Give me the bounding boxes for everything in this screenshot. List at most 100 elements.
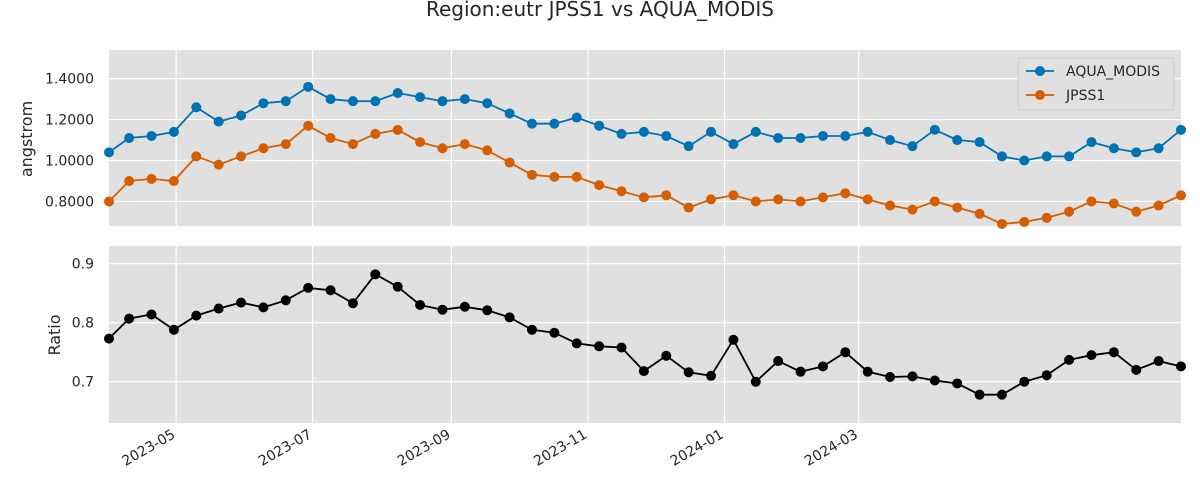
top-data-point <box>817 130 828 141</box>
top-data-point <box>437 143 448 154</box>
legend-label-1: JPSS1 <box>1065 88 1105 104</box>
top-data-point <box>370 128 381 139</box>
bottom-data-point <box>213 303 224 314</box>
top-data-point <box>347 96 358 107</box>
top-data-point <box>862 126 873 137</box>
bottom-data-point <box>638 366 649 377</box>
bottom-data-point <box>795 366 806 377</box>
bottom-ytick-label: 0.7 <box>72 375 94 391</box>
top-data-point <box>773 194 784 205</box>
top-data-point <box>191 151 202 162</box>
top-data-point <box>638 126 649 137</box>
bottom-data-point <box>885 371 896 382</box>
bottom-data-point <box>146 309 157 320</box>
top-data-point <box>280 96 291 107</box>
top-data-point <box>885 135 896 146</box>
bottom-data-point <box>1019 376 1030 387</box>
top-data-point <box>750 196 761 207</box>
top-data-point <box>258 98 269 109</box>
top-data-point <box>504 108 515 119</box>
top-data-point <box>661 190 672 201</box>
top-data-point <box>1019 216 1030 227</box>
top-data-point <box>370 96 381 107</box>
bottom-data-point <box>952 378 963 389</box>
xtick-label: 2024-03 <box>802 427 861 470</box>
bottom-data-point <box>683 367 694 378</box>
top-data-point <box>1176 190 1186 201</box>
bottom-data-point <box>370 269 381 280</box>
top-data-point <box>104 147 114 158</box>
bottom-data-point <box>303 282 314 293</box>
top-data-point <box>1019 155 1030 166</box>
top-panel <box>104 50 1186 229</box>
top-data-point <box>124 175 135 186</box>
top-data-point <box>459 94 470 105</box>
top-data-point <box>526 118 537 129</box>
top-data-point <box>482 145 493 156</box>
xtick-label: 2023-07 <box>256 427 315 470</box>
top-data-point <box>526 169 537 180</box>
top-data-point <box>952 135 963 146</box>
top-data-point <box>728 190 739 201</box>
bottom-data-point <box>347 298 358 309</box>
top-ytick-label: 1.2000 <box>45 113 94 129</box>
top-data-point <box>661 130 672 141</box>
top-data-point <box>1041 151 1052 162</box>
top-data-point <box>594 120 605 131</box>
bottom-data-point <box>168 324 179 335</box>
top-ylabel: angstrom <box>17 101 36 177</box>
top-data-point <box>840 130 851 141</box>
top-data-point <box>236 110 247 121</box>
top-data-point <box>907 204 918 215</box>
bottom-data-point <box>325 285 336 296</box>
top-data-point <box>952 202 963 213</box>
top-data-point <box>549 171 560 182</box>
top-data-point <box>929 196 940 207</box>
bottom-data-point <box>616 342 627 353</box>
top-data-point <box>996 218 1007 229</box>
top-data-point <box>728 139 739 150</box>
top-data-point <box>1176 124 1186 135</box>
top-data-point <box>683 141 694 152</box>
bottom-panel <box>104 246 1186 423</box>
top-data-point <box>1108 143 1119 154</box>
legend-marker-0 <box>1035 66 1045 76</box>
top-data-point <box>1064 151 1075 162</box>
bottom-data-point <box>392 281 403 292</box>
bottom-data-point <box>549 327 560 338</box>
bottom-data-point <box>996 389 1007 400</box>
top-data-point <box>303 120 314 131</box>
top-data-point <box>325 94 336 105</box>
bottom-ytick-label: 0.9 <box>72 257 94 273</box>
xtick-label: 2023-09 <box>395 427 454 470</box>
top-ytick-label: 1.0000 <box>45 154 94 170</box>
top-data-point <box>415 92 426 103</box>
bottom-data-point <box>974 389 985 400</box>
top-data-point <box>907 141 918 152</box>
top-data-point <box>1041 212 1052 223</box>
top-data-point <box>1131 206 1142 217</box>
top-data-point <box>213 159 224 170</box>
top-data-point <box>392 124 403 135</box>
bottom-data-point <box>415 300 426 310</box>
bottom-data-point <box>482 305 493 316</box>
bottom-data-point <box>1176 361 1186 372</box>
top-data-point <box>795 196 806 207</box>
bottom-data-point <box>817 361 828 372</box>
bottom-data-point <box>104 333 114 344</box>
xtick-label: 2023-11 <box>531 427 590 470</box>
top-data-point <box>504 157 515 168</box>
bottom-data-point <box>929 375 940 386</box>
top-data-point <box>459 139 470 150</box>
bottom-data-point <box>661 350 672 361</box>
top-data-point <box>104 196 114 207</box>
bottom-data-point <box>1108 347 1119 358</box>
top-data-point <box>862 194 873 205</box>
bottom-data-point <box>258 302 269 313</box>
bottom-data-point <box>504 312 515 323</box>
top-data-point <box>168 175 179 186</box>
top-data-point <box>280 139 291 150</box>
top-data-point <box>168 126 179 137</box>
bottom-data-point <box>594 341 605 352</box>
